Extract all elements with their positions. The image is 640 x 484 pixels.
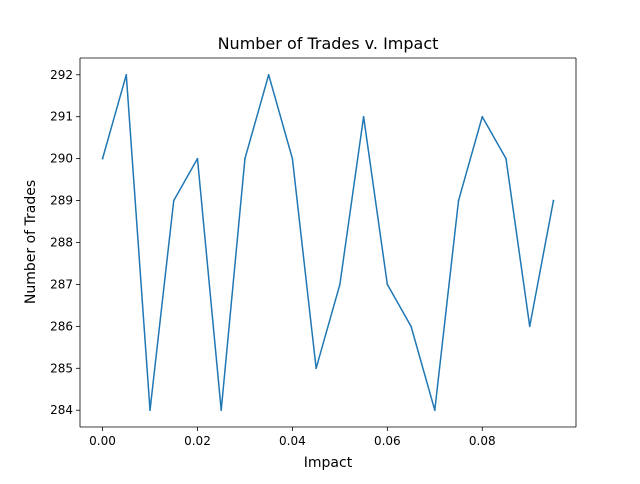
data-point [339,283,341,286]
data-point [481,115,484,118]
data-point [244,157,246,160]
data-point [410,325,412,328]
data-point [291,157,294,160]
x-axis-label: Impact [304,455,353,471]
y-tick-label: 289 [50,194,73,208]
data-point [386,283,389,286]
series-line [101,74,555,411]
axes-layer: 0.00 0.02 0.04 0.06 0.08 284 285 286 287 288 289 29… [50,57,577,448]
data-point [457,199,460,202]
y-tick-label: 285 [50,361,73,375]
data-point [433,409,436,412]
data-point [149,409,151,412]
x-tick-label: 0.08 [469,434,496,448]
y-tick-label: 287 [50,277,73,291]
data-point [552,199,555,202]
series-layer [101,73,555,412]
y-tick-label: 288 [50,236,73,250]
data-point [362,115,365,118]
data-point [220,409,223,412]
data-point [315,367,317,370]
chart-title: Number of Trades v. Impact [218,34,439,53]
x-tick-label: 0.02 [184,434,211,448]
data-point [101,157,104,160]
data-point [172,199,175,202]
x-tick-label: 0.06 [374,434,401,448]
y-tick-label: 286 [50,319,73,333]
x-tick-label: 0.00 [89,434,116,448]
y-tick-label: 290 [50,152,73,166]
plot-area [80,58,576,427]
y-tick-label: 292 [50,68,73,82]
data-point [196,157,199,160]
x-tick-label: 0.04 [279,434,306,448]
data-point [125,73,128,76]
plot-background [80,58,576,427]
y-axis-label: Number of Trades [23,180,39,304]
data-point [528,325,531,328]
y-tick-label: 284 [50,403,73,417]
y-tick-label: 291 [50,110,73,124]
data-point [267,73,270,76]
data-point [505,157,507,160]
